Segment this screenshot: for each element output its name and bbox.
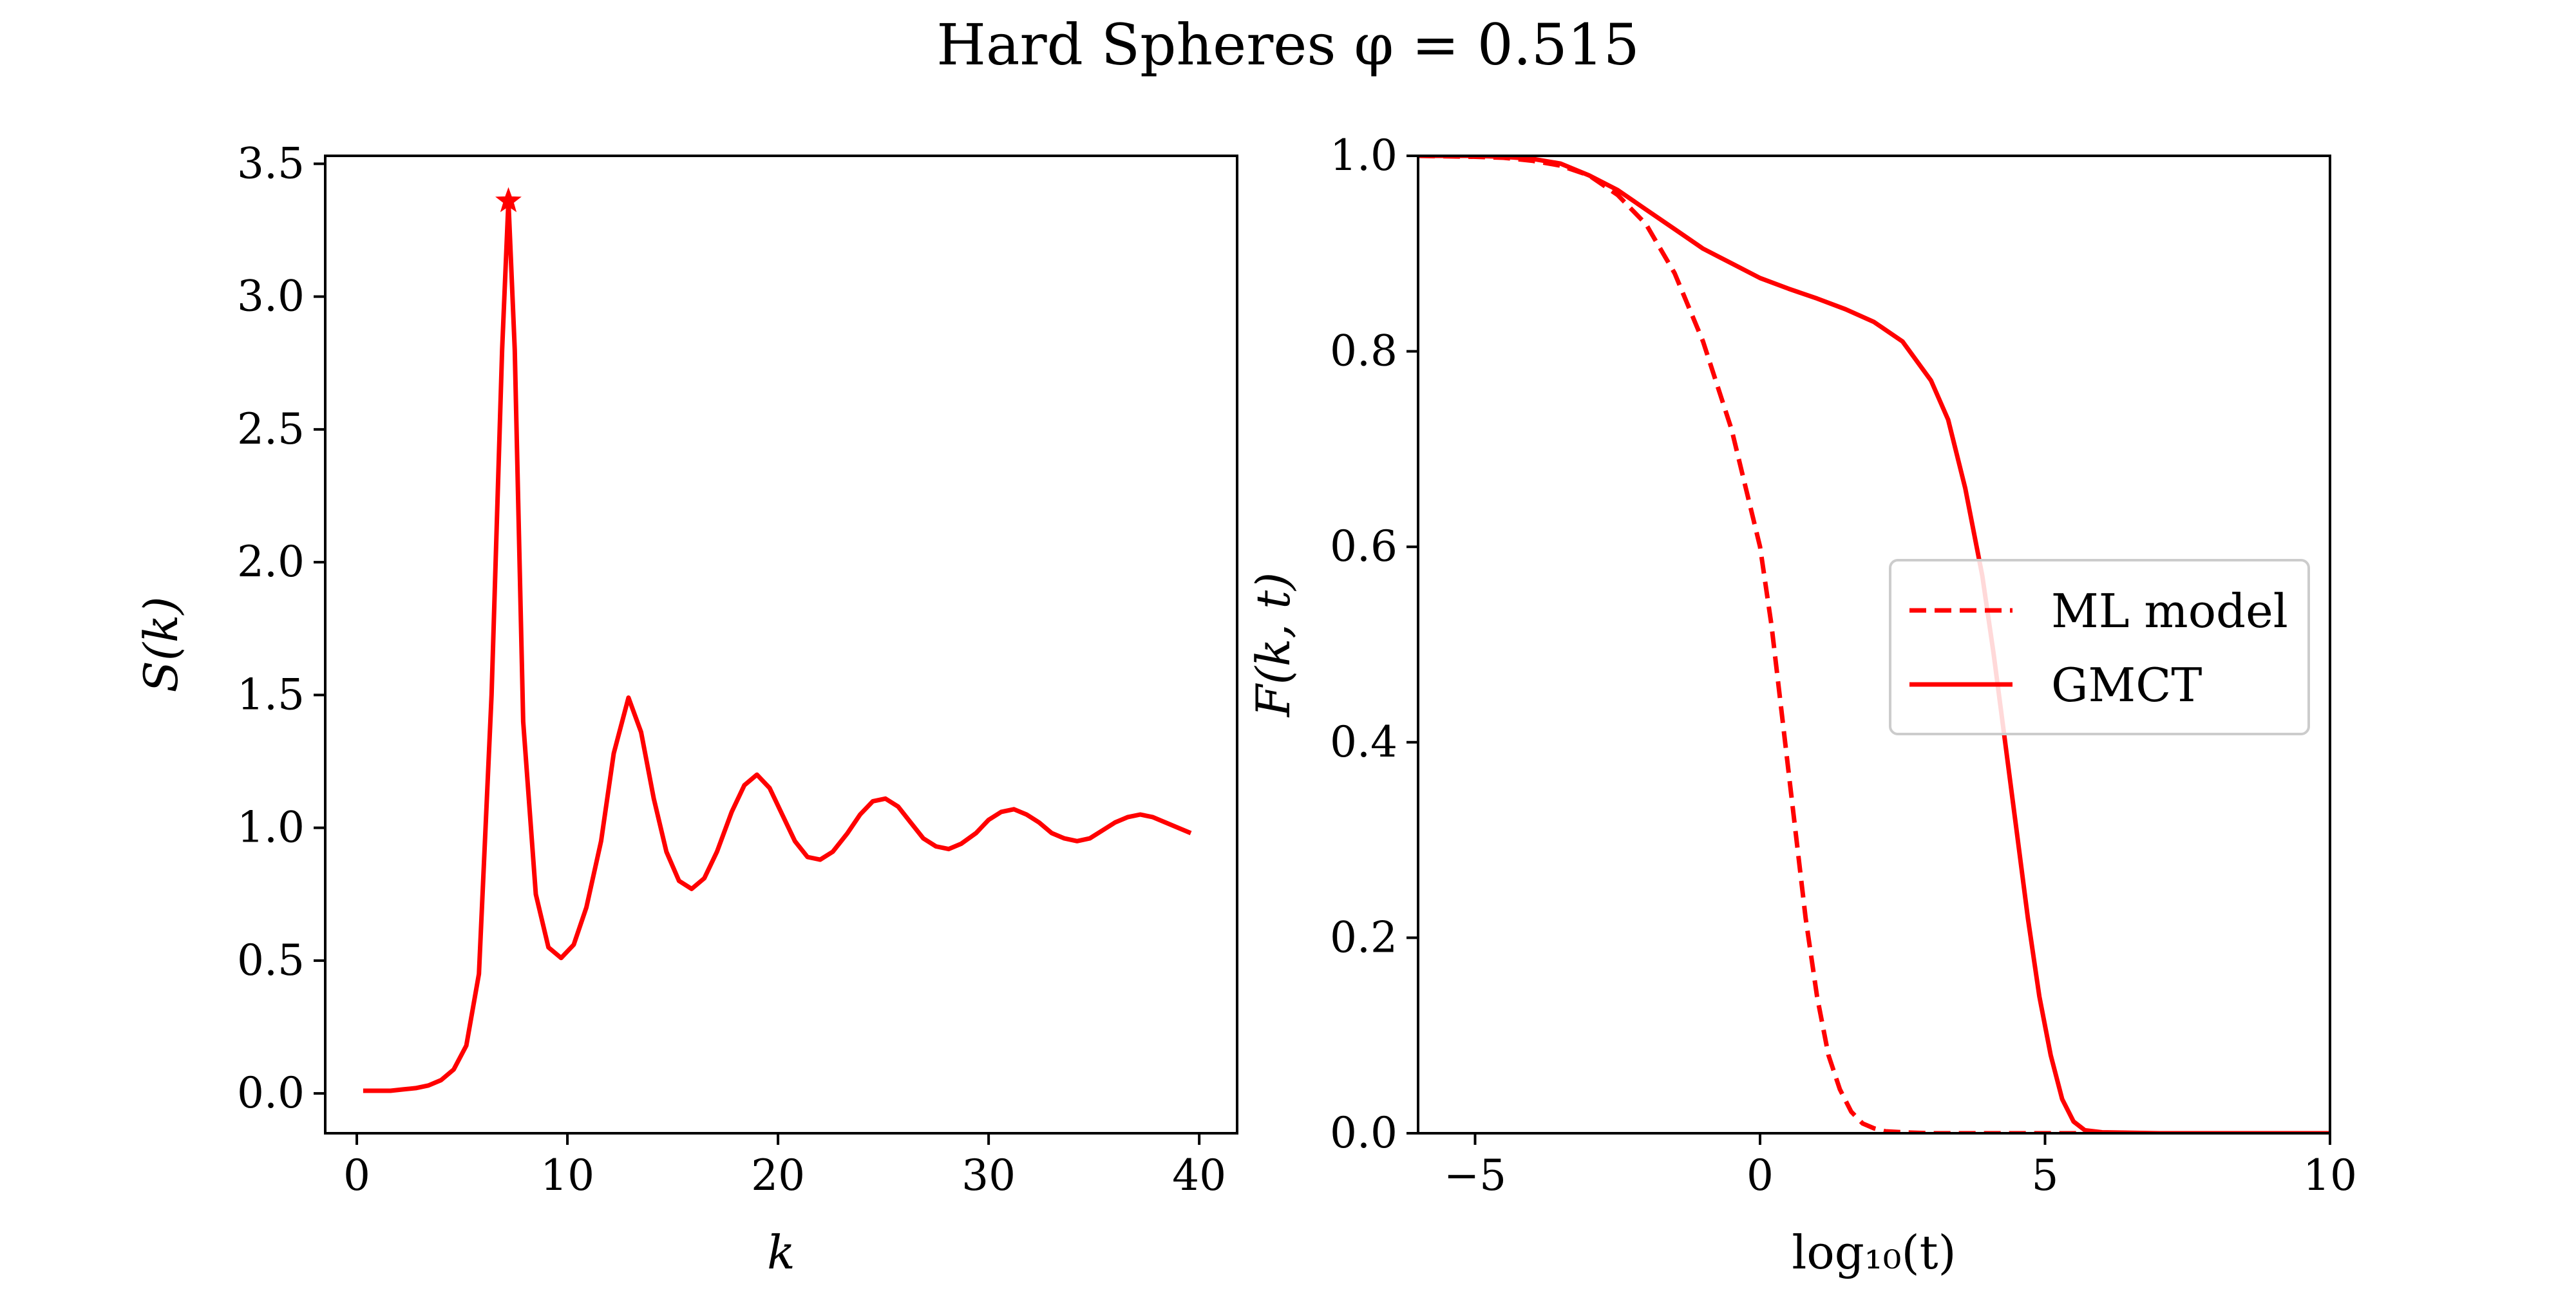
fkt-axes-frame [1417, 155, 2331, 1135]
fkt-legend: ML model GMCT [1889, 559, 2310, 735]
fkt-y-tick-label: 0.4 [1330, 717, 1397, 767]
legend-label-ml-model: ML model [2051, 584, 2288, 638]
fkt-series-line-gmct [1418, 156, 2330, 1133]
sk-y-tick-label: 1.5 [237, 670, 305, 719]
sk-y-tick-label: 3.0 [237, 272, 305, 321]
fkt-panel: −5 0 5 10 0.0 0.2 0.4 0.6 0.8 1.0 log₁₀(t) F(k, t) M… [1246, 131, 2357, 1279]
sk-x-tick-label: 20 [751, 1151, 805, 1200]
sk-y-tick-label: 2.0 [237, 537, 305, 587]
fkt-x-tick-label: 5 [2032, 1151, 2059, 1200]
figure-title: Hard Spheres φ = 0.515 [936, 12, 1639, 78]
fkt-y-axis-label: F(k, t) [1246, 572, 1300, 718]
sk-peak-star-marker [495, 187, 522, 212]
sk-x-tick-label: 10 [540, 1151, 594, 1200]
sk-y-tick-label: 1.0 [237, 803, 305, 853]
sk-y-tick-label: 2.5 [237, 404, 305, 454]
fkt-legend-box [1889, 559, 2310, 735]
sk-x-axis-label: k [767, 1225, 795, 1279]
sk-y-tick-label: 0.0 [237, 1068, 305, 1118]
fkt-y-tick-label: 0.2 [1330, 912, 1397, 962]
sk-y-tick-label: 3.5 [237, 138, 305, 188]
sk-y-axis-label: S(k) [134, 596, 188, 692]
fkt-y-tick-label: 0.0 [1330, 1108, 1397, 1158]
sk-series-line [363, 198, 1192, 1093]
fkt-x-tick-label: −5 [1444, 1151, 1506, 1200]
sk-x-tick-label: 0 [343, 1151, 370, 1200]
sk-x-tick-label: 30 [961, 1151, 1016, 1200]
sk-x-tick-label: 40 [1172, 1151, 1226, 1200]
sk-axes-frame [324, 155, 1238, 1135]
fkt-y-tick-label: 0.8 [1330, 326, 1397, 376]
fkt-x-axis-label: log₁₀(t) [1792, 1225, 1956, 1279]
fkt-y-tick-label: 1.0 [1330, 131, 1397, 180]
fkt-x-tick-label: 10 [2303, 1151, 2357, 1200]
sk-y-tick-label: 0.5 [237, 936, 305, 985]
sk-panel: 0 10 20 30 40 0.0 0.5 1.0 1.5 2.0 2.5 3.0 3.5 k S(k) [134, 138, 1238, 1279]
fkt-y-tick-label: 0.6 [1330, 522, 1397, 571]
fkt-x-tick-label: 0 [1747, 1151, 1774, 1200]
legend-label-gmct: GMCT [2051, 658, 2202, 712]
